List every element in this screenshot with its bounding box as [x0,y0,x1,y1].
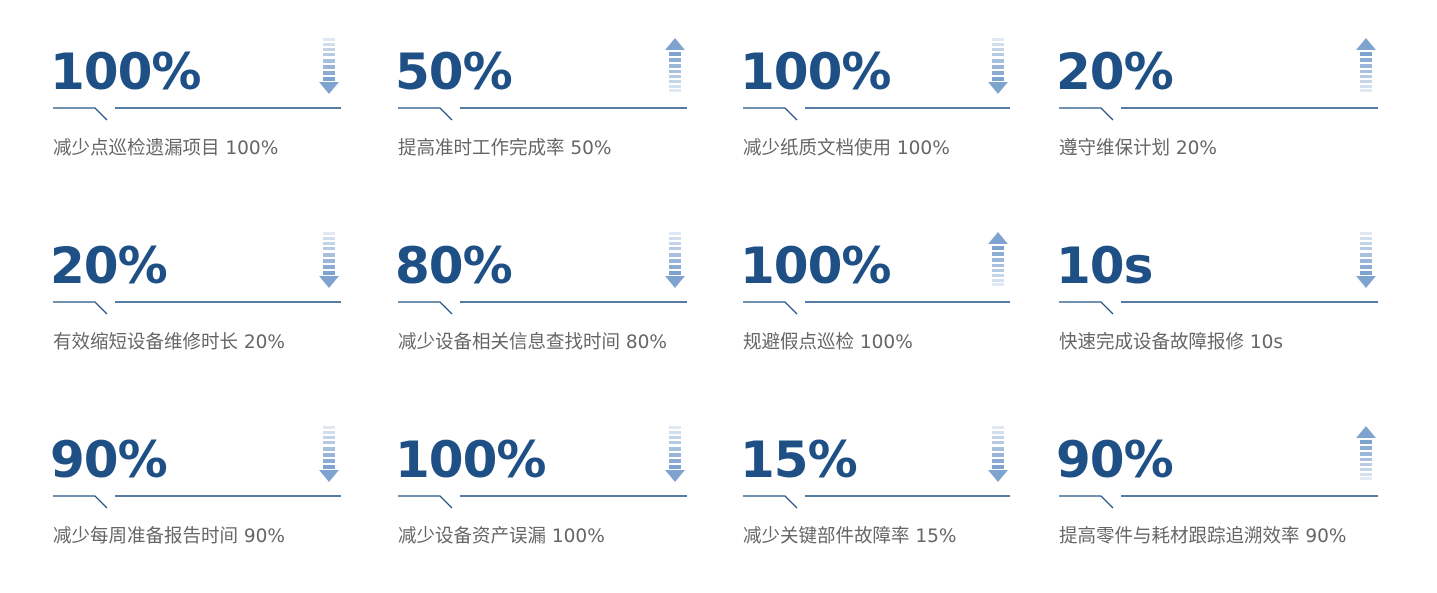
down-arrow-icon [1356,232,1376,288]
up-arrow-icon [1356,38,1376,92]
metric-label: 提高准时工作完成率 50% [398,138,612,159]
down-arrow-icon [665,426,685,482]
metric-value: 15% [740,431,858,489]
metric-value: 80% [395,237,513,295]
metric-label: 减少设备资产误漏 100% [398,526,605,547]
down-arrow-icon [988,38,1008,94]
divider-line [743,107,1010,121]
metric-label: 减少关键部件故障率 15% [743,526,957,547]
metric-card: 100% 减少设备资产误漏 100% [395,426,687,580]
divider-line [398,107,687,121]
divider-line [53,495,341,509]
divider-line [398,495,687,509]
metric-label: 减少点巡检遗漏项目 100% [53,138,279,159]
metric-card: 100% 减少纸质文档使用 100% [740,38,1010,192]
down-arrow-icon [665,232,685,288]
divider-line [1059,301,1378,315]
metric-value: 50% [395,43,513,101]
up-arrow-icon [988,232,1008,286]
metric-label: 减少每周准备报告时间 90% [53,526,286,547]
down-arrow-icon [319,426,339,482]
metric-label: 遵守维保计划 20% [1059,138,1218,159]
metric-label: 有效缩短设备维修时长 20% [53,332,286,353]
metric-value: 90% [50,431,168,489]
up-arrow-icon [1356,426,1376,480]
metric-value: 20% [1056,43,1174,101]
metric-card: 100% 规避假点巡检 100% [740,232,1010,386]
metric-card: 15% 减少关键部件故障率 15% [740,426,1010,580]
metric-card: 100% 减少点巡检遗漏项目 100% [50,38,341,192]
metric-value: 90% [1056,431,1174,489]
metric-value: 100% [740,43,891,101]
metric-card: 90% 提高零件与耗材跟踪追溯效率 90% [1056,426,1378,580]
divider-line [743,495,1010,509]
metric-card: 20% 遵守维保计划 20% [1056,38,1378,192]
metric-value: 100% [395,431,546,489]
metric-value: 10s [1056,237,1153,295]
divider-line [743,301,1010,315]
divider-line [1059,495,1378,509]
metric-card: 80% 减少设备相关信息查找时间 80% [395,232,687,386]
metric-card: 90% 减少每周准备报告时间 90% [50,426,341,580]
metric-card: 50% 提高准时工作完成率 50% [395,38,687,192]
divider-line [53,107,341,121]
up-arrow-icon [665,38,685,92]
metric-label: 减少设备相关信息查找时间 80% [398,332,668,353]
down-arrow-icon [319,38,339,94]
divider-line [53,301,341,315]
metric-label: 减少纸质文档使用 100% [743,138,950,159]
metric-label: 快速完成设备故障报修 10s [1059,332,1284,353]
metric-card: 20% 有效缩短设备维修时长 20% [50,232,341,386]
down-arrow-icon [319,232,339,288]
metric-value: 20% [50,237,168,295]
down-arrow-icon [988,426,1008,482]
metric-value: 100% [740,237,891,295]
metric-value: 100% [50,43,201,101]
metric-label: 规避假点巡检 100% [743,332,913,353]
metric-label: 提高零件与耗材跟踪追溯效率 90% [1059,526,1347,547]
divider-line [1059,107,1378,121]
divider-line [398,301,687,315]
metric-card: 10s 快速完成设备故障报修 10s [1056,232,1378,386]
